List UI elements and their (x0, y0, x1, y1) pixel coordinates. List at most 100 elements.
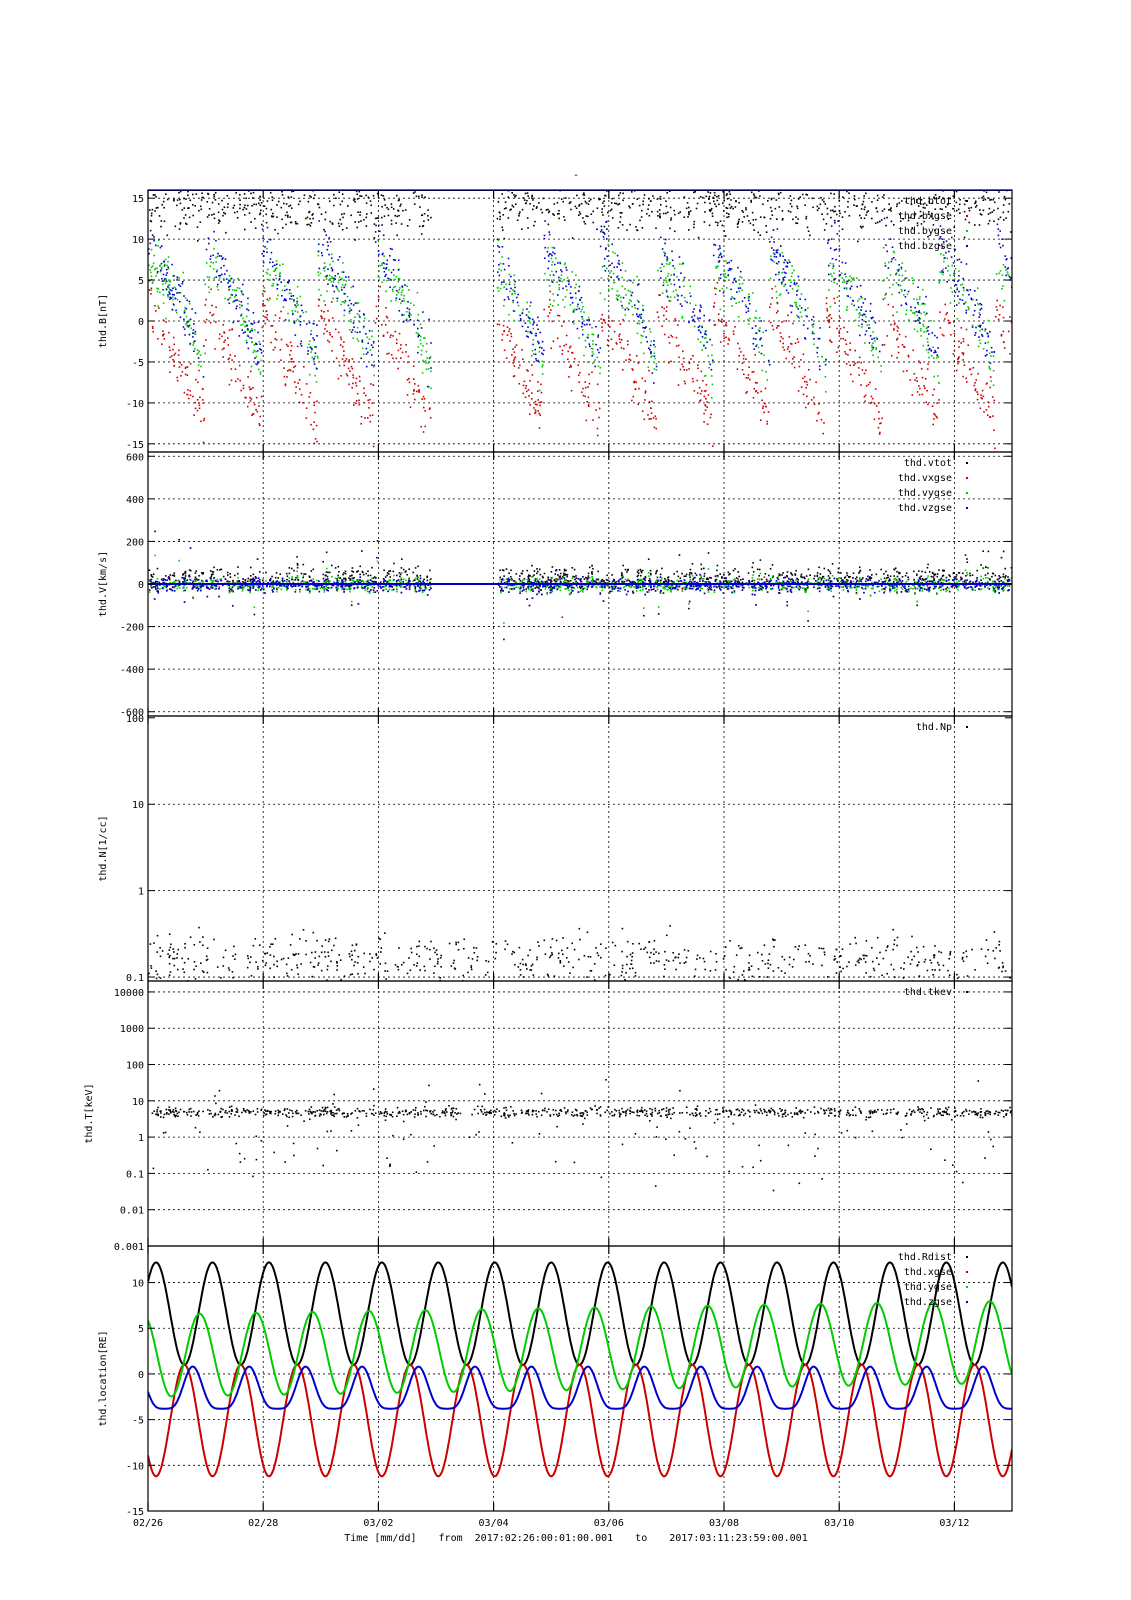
data-point (641, 209, 643, 212)
data-point (813, 396, 815, 399)
data-point (188, 397, 190, 400)
data-point (209, 321, 212, 324)
data-point (770, 258, 772, 261)
data-point (284, 319, 287, 321)
data-point (169, 356, 171, 359)
data-point (351, 574, 353, 577)
data-point (231, 359, 233, 361)
data-point (340, 303, 342, 306)
data-point (223, 206, 226, 208)
data-point (741, 282, 744, 285)
data-point (861, 314, 864, 317)
data-point (568, 376, 570, 378)
data-point (332, 297, 334, 300)
data-point (325, 571, 328, 573)
data-point (522, 197, 525, 199)
data-point (362, 353, 365, 356)
data-point (677, 299, 679, 301)
data-point (540, 383, 542, 386)
data-point (601, 265, 604, 268)
data-point (152, 327, 154, 330)
data-point (957, 208, 960, 211)
data-point (964, 301, 967, 304)
data-point (636, 332, 639, 335)
data-point (223, 341, 225, 343)
data-point (913, 298, 915, 300)
data-point (398, 277, 401, 280)
data-point (784, 276, 786, 278)
data-point (688, 206, 690, 209)
data-point (903, 346, 906, 348)
data-point (228, 302, 231, 305)
data-point (604, 248, 607, 250)
data-point (167, 296, 169, 298)
data-point (349, 575, 351, 577)
data-point (648, 214, 651, 217)
data-point (865, 330, 868, 332)
data-point (619, 333, 621, 336)
data-point (253, 403, 256, 406)
data-point (624, 314, 627, 316)
data-point (502, 263, 505, 265)
data-point (251, 578, 253, 581)
data-point (284, 298, 287, 301)
data-point (381, 281, 383, 284)
data-point (512, 301, 514, 304)
data-point (285, 343, 288, 346)
data-point (168, 287, 170, 289)
data-point (579, 298, 581, 301)
data-point (663, 307, 665, 310)
data-point (573, 308, 576, 311)
data-layer (148, 530, 1012, 641)
data-point (255, 184, 257, 186)
data-point (665, 279, 667, 282)
data-point (244, 204, 246, 207)
data-point (259, 343, 261, 345)
data-point (292, 370, 294, 373)
data-point (611, 348, 614, 350)
data-point (196, 579, 199, 581)
data-point (196, 409, 199, 412)
data-point (708, 195, 711, 198)
data-point (686, 185, 688, 187)
data-point (590, 213, 593, 215)
data-point (721, 224, 724, 227)
data-point (799, 298, 801, 300)
data-point (892, 250, 895, 253)
data-point (421, 225, 424, 228)
data-point (370, 212, 373, 214)
data-point (898, 571, 900, 574)
data-point (287, 370, 289, 372)
data-point (964, 199, 967, 202)
data-point (175, 309, 177, 312)
data-point (668, 263, 670, 265)
data-point (783, 285, 785, 288)
data-point (401, 314, 403, 316)
data-point (666, 211, 669, 214)
data-point (224, 258, 227, 260)
data-point (909, 379, 912, 381)
data-point (204, 304, 207, 306)
data-point (307, 200, 310, 203)
data-point (693, 325, 696, 328)
data-point (408, 289, 410, 291)
data-point (951, 236, 953, 239)
data-point (341, 284, 344, 286)
data-point (418, 580, 421, 582)
data-point (978, 316, 980, 318)
data-point (758, 190, 760, 192)
data-point (632, 590, 634, 593)
data-point (783, 349, 786, 351)
data-point (952, 353, 955, 355)
data-point (525, 385, 528, 387)
data-point (541, 373, 544, 375)
data-point (531, 332, 533, 335)
data-point (583, 354, 585, 357)
data-point (703, 344, 705, 347)
data-point (1006, 271, 1009, 273)
data-point (948, 322, 950, 324)
data-point (979, 342, 982, 345)
data-point (901, 344, 904, 346)
data-point (505, 568, 508, 570)
data-point (871, 348, 874, 350)
